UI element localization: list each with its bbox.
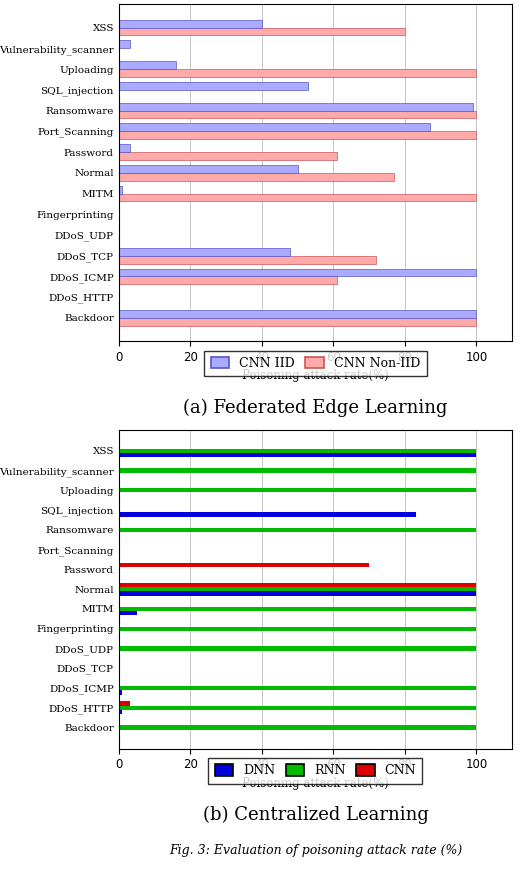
Bar xyxy=(119,726,476,730)
Bar xyxy=(119,512,416,517)
Bar xyxy=(119,111,476,119)
Bar xyxy=(119,61,176,69)
Bar xyxy=(119,276,337,284)
Bar xyxy=(119,702,129,705)
Bar xyxy=(119,144,129,152)
Bar xyxy=(119,686,476,690)
Bar xyxy=(119,27,405,35)
Bar xyxy=(119,607,476,611)
Bar xyxy=(119,690,122,695)
Bar xyxy=(119,587,476,591)
X-axis label: Poisoning attack rate(%): Poisoning attack rate(%) xyxy=(242,777,389,790)
Bar xyxy=(119,710,122,714)
Bar xyxy=(119,626,476,631)
Bar xyxy=(119,705,476,710)
Bar xyxy=(119,19,262,27)
Bar xyxy=(119,591,476,595)
Bar xyxy=(119,310,476,318)
Bar xyxy=(119,248,290,256)
Bar xyxy=(119,152,337,159)
Text: (b) Centralized Learning: (b) Centralized Learning xyxy=(203,806,428,824)
Bar xyxy=(119,41,129,49)
Bar xyxy=(119,268,476,276)
Bar xyxy=(119,82,308,89)
Bar xyxy=(119,583,476,587)
Legend: DNN, RNN, CNN: DNN, RNN, CNN xyxy=(209,758,422,783)
Bar xyxy=(119,488,476,493)
Bar xyxy=(119,448,476,453)
Bar xyxy=(119,611,137,616)
Bar xyxy=(119,453,476,457)
Bar xyxy=(119,131,476,139)
Bar xyxy=(119,563,369,567)
Text: (a) Federated Edge Learning: (a) Federated Edge Learning xyxy=(183,399,448,416)
Bar xyxy=(119,469,476,473)
Bar xyxy=(119,123,430,131)
Bar xyxy=(119,103,473,111)
Bar xyxy=(119,647,476,650)
Legend: CNN IID, CNN Non-IID: CNN IID, CNN Non-IID xyxy=(204,351,427,376)
Bar xyxy=(119,69,476,77)
Bar xyxy=(119,528,476,532)
Text: Fig. 3: Evaluation of poisoning attack rate (%): Fig. 3: Evaluation of poisoning attack r… xyxy=(169,844,462,857)
Bar xyxy=(119,256,376,264)
Bar xyxy=(119,193,476,201)
X-axis label: Poisoning attack rate(%): Poisoning attack rate(%) xyxy=(242,369,389,383)
Bar xyxy=(119,165,298,173)
Bar xyxy=(119,173,394,181)
Bar xyxy=(119,318,476,326)
Bar xyxy=(119,186,122,193)
